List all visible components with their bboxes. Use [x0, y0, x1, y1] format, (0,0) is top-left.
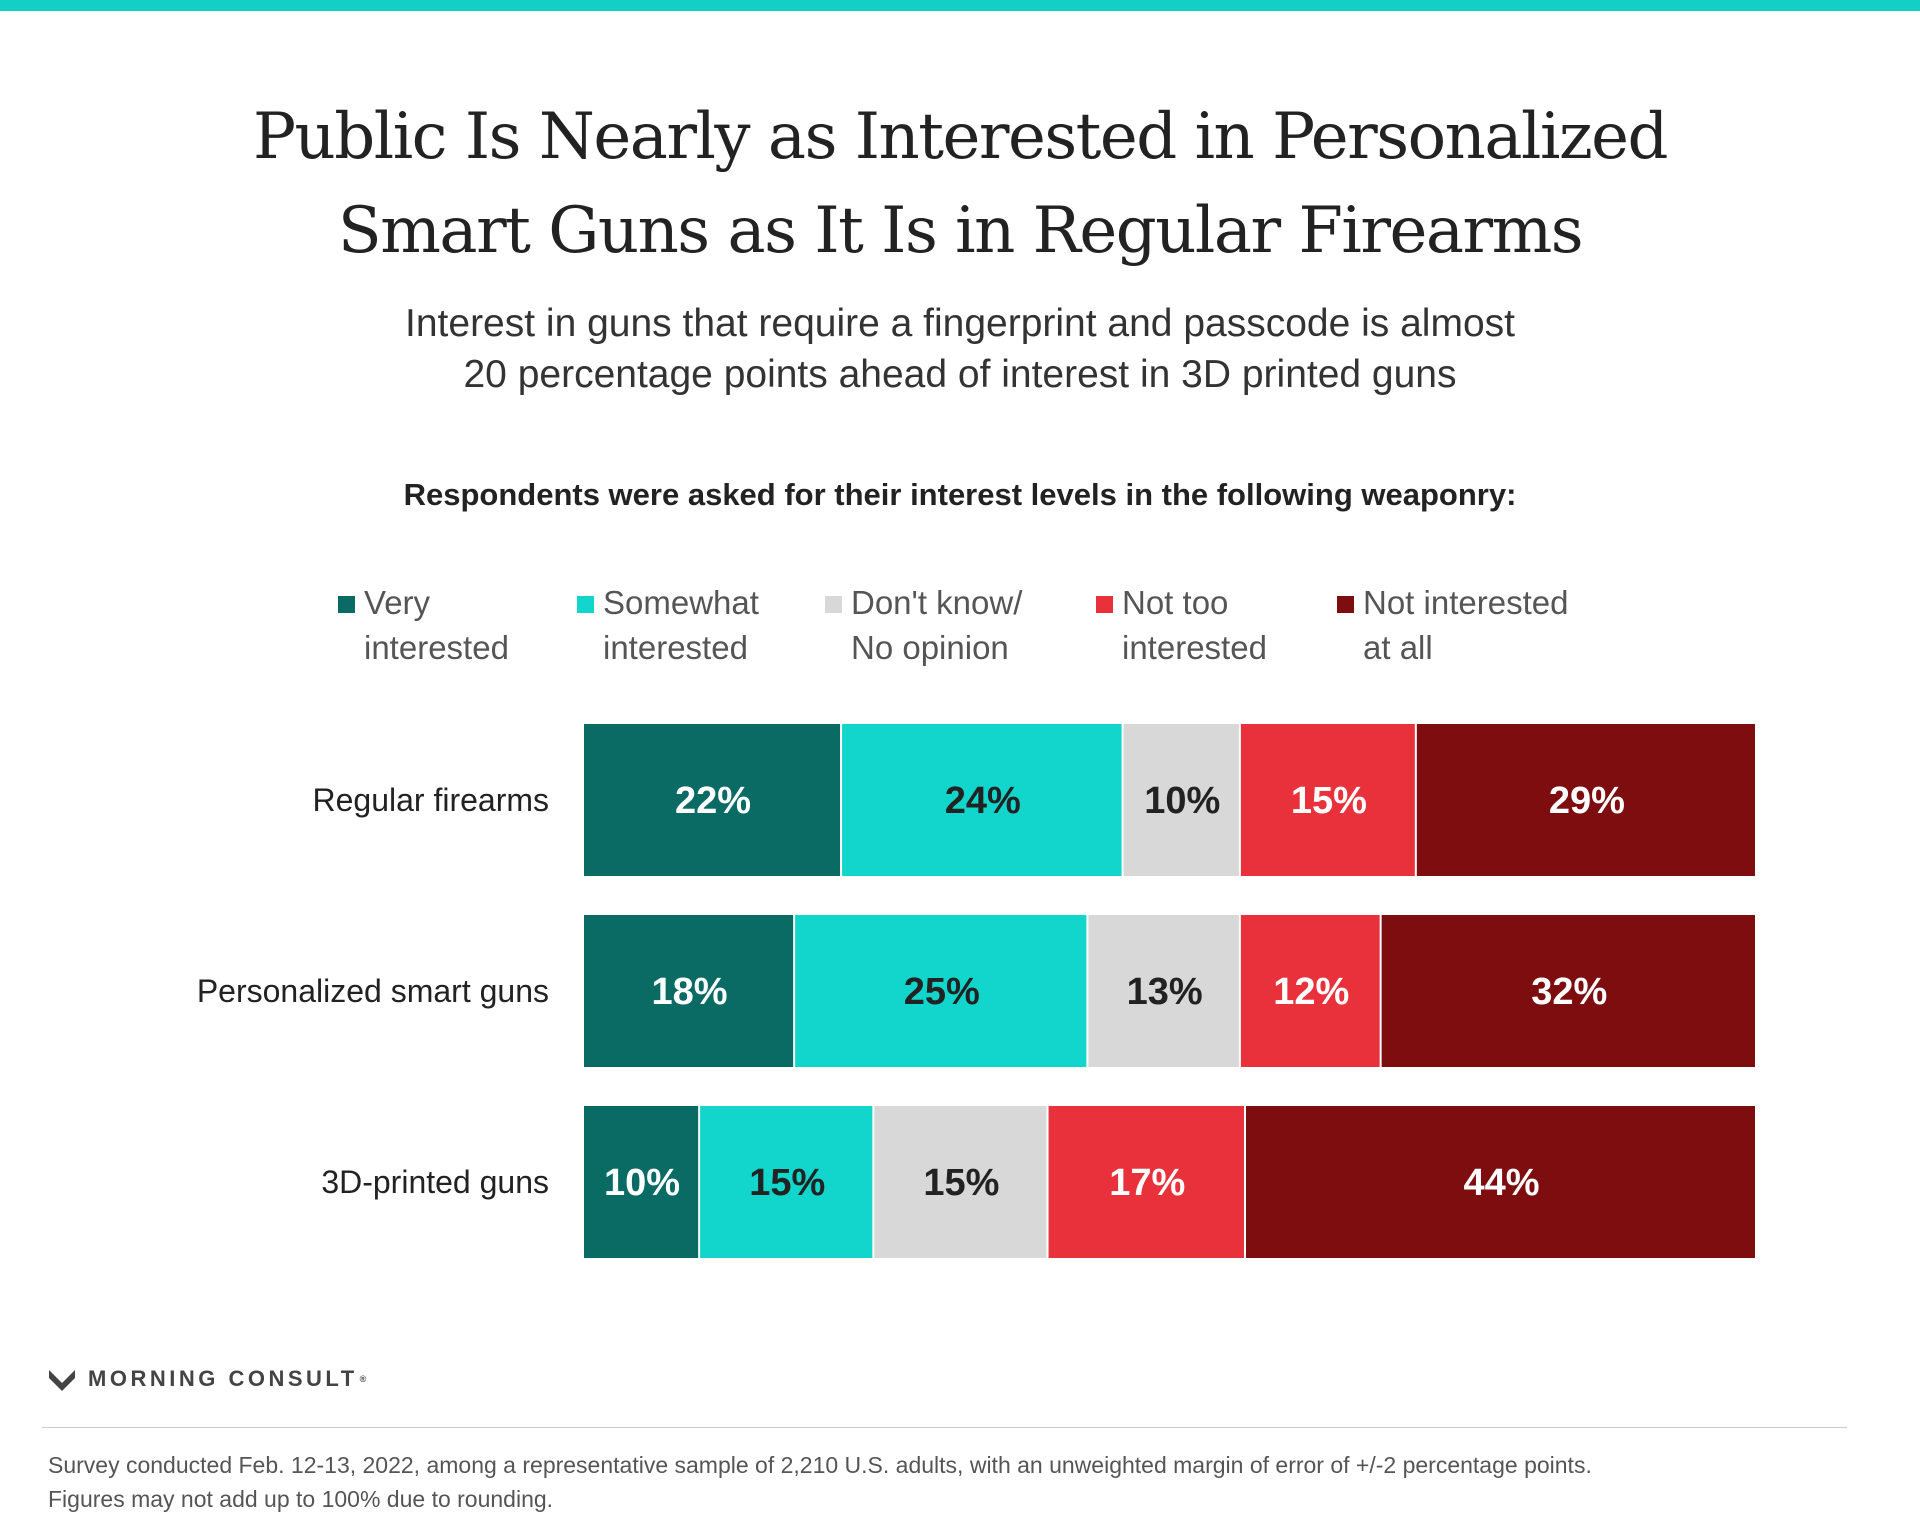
data-label: 15% — [749, 1162, 825, 1204]
chart-title-line: Smart Guns as It Is in Regular Firearms — [337, 194, 1584, 268]
bar-segment — [1416, 724, 1755, 876]
bar-segment — [584, 1106, 699, 1258]
legend: Very interested Somewhat interested Don'… — [0, 580, 1920, 670]
legend-swatch — [338, 596, 355, 613]
category-label: 3D-printed guns — [321, 1164, 549, 1200]
data-label: 15% — [1291, 780, 1367, 822]
bar-segment — [1048, 1106, 1244, 1258]
chart-question: Respondents were asked for their interes… — [403, 477, 1517, 512]
legend-item-not-interested-at-all: Not interested at all — [1337, 580, 1568, 670]
legend-item-dont-know: Don't know/ No opinion — [825, 580, 1022, 670]
bar-segment — [1240, 724, 1415, 876]
bar-segment — [795, 915, 1087, 1067]
legend-label: Somewhat interested — [603, 584, 759, 666]
morning-consult-m-icon — [49, 1370, 75, 1391]
bar-segment — [584, 724, 841, 876]
data-label: 12% — [1273, 971, 1349, 1013]
legend-item-very-interested: Very interested — [338, 580, 509, 670]
legend-swatch — [1337, 596, 1354, 613]
bar-segment — [1240, 915, 1380, 1067]
stacked-bar-chart: Regular firearms 22% 24% 10% 15% 29% Personali… — [197, 724, 1755, 1258]
data-label: 22% — [675, 780, 751, 822]
data-label: 29% — [1549, 780, 1625, 822]
legend-swatch — [1096, 596, 1113, 613]
bar-segment — [1123, 724, 1239, 876]
data-label: 10% — [1144, 780, 1220, 822]
bar-segment — [584, 915, 794, 1067]
brand-trademark: ® — [359, 1374, 367, 1384]
legend-label: Not too interested — [1122, 584, 1267, 666]
legend-label: Not interested at all — [1363, 584, 1569, 666]
chart-subtitle: Interest in guns that require a fingerpr… — [405, 302, 1515, 396]
top-accent-bar — [0, 0, 1920, 11]
category-label: Regular firearms — [312, 782, 549, 818]
data-label: 18% — [652, 971, 728, 1013]
bar-segment — [700, 1106, 873, 1258]
brand-name: MORNING CONSULT — [88, 1366, 358, 1391]
footer-divider — [42, 1427, 1847, 1428]
bar-segment — [874, 1106, 1047, 1258]
data-label: 15% — [923, 1162, 999, 1204]
bar-segment — [1245, 1106, 1755, 1258]
legend-label: Don't know/ No opinion — [851, 584, 1023, 666]
legend-item-not-too-interested: Not too interested — [1096, 580, 1267, 670]
bar-segment — [1088, 915, 1239, 1067]
legend-label: Very interested — [364, 584, 509, 666]
data-label: 10% — [604, 1162, 680, 1204]
legend-swatch — [577, 596, 594, 613]
data-label: 32% — [1531, 971, 1607, 1013]
data-label: 24% — [945, 780, 1021, 822]
chart-title: Public Is Nearly as Interested in Person… — [160, 90, 1760, 278]
legend-item-somewhat-interested: Somewhat interested — [577, 580, 759, 670]
data-label: 13% — [1127, 971, 1203, 1013]
brand-logo: MORNING CONSULT ® — [48, 1366, 366, 1392]
data-label: 25% — [904, 971, 980, 1013]
bar-segment — [842, 724, 1122, 876]
bar-segment — [1381, 915, 1755, 1067]
footnote: Survey conducted Feb. 12-13, 2022, among… — [48, 1452, 1592, 1512]
legend-swatch — [825, 596, 842, 613]
data-label: 17% — [1109, 1162, 1185, 1204]
category-label: Personalized smart guns — [197, 973, 549, 1009]
data-label: 44% — [1463, 1162, 1539, 1204]
chart-title-line: Public Is Nearly as Interested in Person… — [252, 100, 1669, 174]
